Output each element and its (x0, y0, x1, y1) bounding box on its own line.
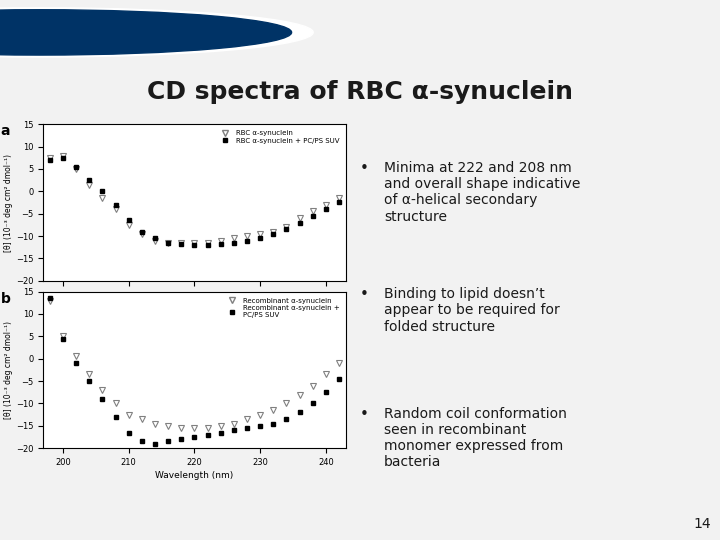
Circle shape (0, 10, 292, 55)
Text: Random coil conformation
seen in recombinant
monomer expressed from
bacteria: Random coil conformation seen in recombi… (384, 407, 567, 469)
Text: CD spectra of RBC α-synuclein: CD spectra of RBC α-synuclein (147, 80, 573, 104)
Circle shape (0, 8, 313, 57)
Y-axis label: [θ] (10⁻³ deg cm² dmol⁻¹): [θ] (10⁻³ deg cm² dmol⁻¹) (4, 321, 13, 419)
Text: •: • (360, 407, 369, 422)
Text: 14: 14 (694, 517, 711, 531)
Text: Minima at 222 and 208 nm
and overall shape indicative
of α-helical secondary
str: Minima at 222 and 208 nm and overall sha… (384, 161, 580, 224)
Text: of  DELAWARE: of DELAWARE (94, 42, 193, 56)
Text: a: a (1, 124, 10, 138)
Legend: RBC α-synuclein, RBC α-synuclein + PC/PS SUV: RBC α-synuclein, RBC α-synuclein + PC/PS… (217, 127, 342, 147)
Text: b: b (1, 292, 11, 306)
X-axis label: Wavelength (nm): Wavelength (nm) (156, 471, 233, 480)
Text: •: • (360, 287, 369, 302)
Text: UNIVERSITY: UNIVERSITY (94, 22, 197, 37)
Text: •: • (360, 161, 369, 176)
Text: Binding to lipid doesn’t
appear to be required for
folded structure: Binding to lipid doesn’t appear to be re… (384, 287, 560, 334)
Y-axis label: [θ] (10⁻³ deg cm² dmol⁻¹): [θ] (10⁻³ deg cm² dmol⁻¹) (4, 153, 13, 252)
Legend: Recombinant α-synuclein, Recombinant α-synuclein +
PC/PS SUV: Recombinant α-synuclein, Recombinant α-s… (224, 295, 342, 321)
